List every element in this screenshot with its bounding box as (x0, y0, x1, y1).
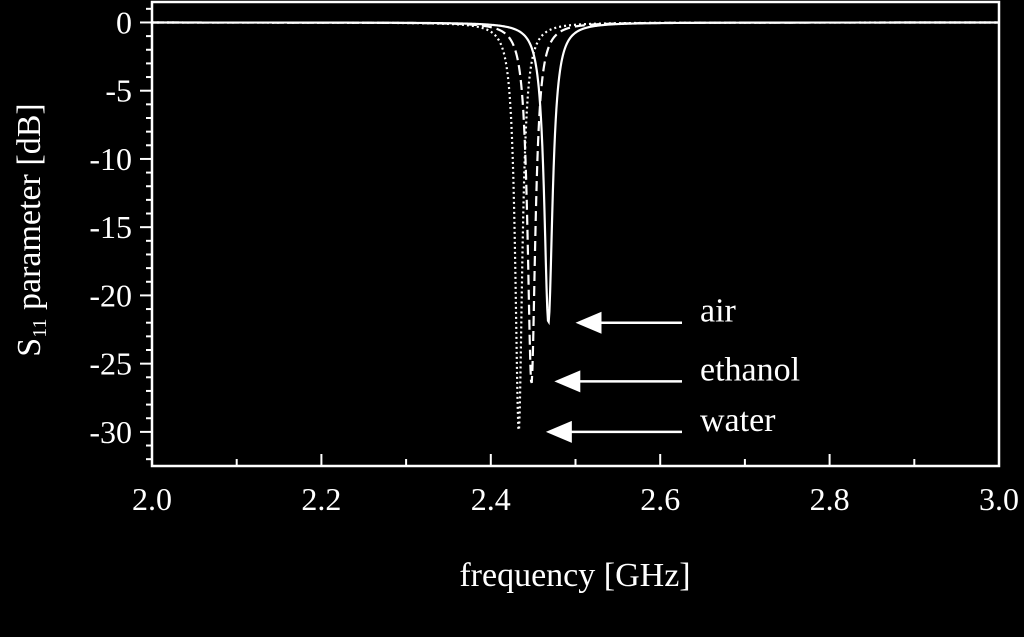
label-water: water (700, 402, 776, 439)
y-axis-title: S11 parameter [dB] (11, 103, 51, 356)
x-tick-label: 2.8 (810, 481, 850, 517)
y-tick-label: -10 (89, 141, 132, 177)
x-tick-label: 2.0 (132, 481, 172, 517)
y-axis-title-main: S (11, 338, 48, 357)
x-axis-title: frequency [GHz] (459, 557, 690, 594)
label-air: air (700, 293, 737, 330)
y-tick-label: -20 (89, 277, 132, 313)
y-tick-label: -5 (105, 73, 132, 109)
arrow-ethanol-head (554, 370, 581, 393)
curves-layer (152, 21, 999, 431)
y-tick-label: -25 (89, 346, 132, 382)
x-tick-label: 2.4 (471, 481, 511, 517)
arrow-air-head (575, 311, 602, 334)
x-tick-label: 2.6 (640, 481, 680, 517)
label-ethanol: ethanol (700, 351, 800, 388)
curve-water (152, 21, 999, 431)
y-axis-title-subscript: 11 (29, 319, 51, 338)
axes-layer: 2.0 2.2 2.4 2.6 2.8 3.0 0 -5 -10 -15 -20 -25 -30 (89, 0, 1019, 517)
x-tick-label: 2.2 (301, 481, 341, 517)
y-tick-label: -30 (89, 414, 132, 450)
annotations-layer: air ethanol water (545, 293, 800, 443)
y-tick-label: 0 (116, 4, 132, 40)
y-tick-label: -15 (89, 209, 132, 245)
y-axis-title-rest: parameter [dB] (11, 103, 48, 318)
arrow-water-head (545, 420, 572, 443)
x-tick-label: 3.0 (979, 481, 1019, 517)
